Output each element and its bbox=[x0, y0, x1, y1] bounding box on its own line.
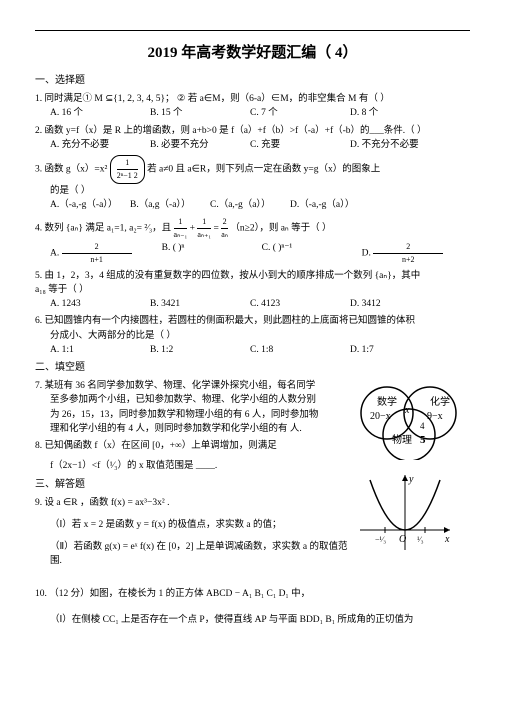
parab-x: x bbox=[444, 534, 450, 545]
q4-a: A. 2n+1 bbox=[50, 241, 132, 266]
venn-chem-v: 9−x bbox=[427, 411, 443, 422]
q6-opts: A. 1:1 B. 1:2 C. 1:8 D. 1:7 bbox=[50, 343, 470, 357]
venn-chem: 化学 bbox=[430, 395, 450, 408]
q3-text3: 的是（ ） bbox=[50, 184, 470, 198]
q1-opts: A. 16 个 B. 15 个 C. 7 个 D. 8 个 bbox=[50, 106, 470, 120]
q4-f3t: 2 bbox=[221, 216, 228, 229]
page-title: 2019 年高考数学好题汇编（ 4） bbox=[35, 41, 470, 65]
q2-c: C. 充要 bbox=[250, 138, 320, 152]
q5-text2: a₁₈ 等于（ ） bbox=[35, 283, 470, 297]
top-rule bbox=[35, 30, 470, 31]
q4-f2t: 1 bbox=[197, 216, 211, 229]
q7-l4: 理和化学小组的有 4 人，则同时参加数学和化学小组的有 人. bbox=[50, 422, 335, 436]
venn-x: x bbox=[404, 405, 410, 416]
q2-text: 2. 函数 y=f（x）是 R 上的增函数，则 a+b>0 是 f（a）+f（b… bbox=[35, 126, 427, 136]
q4-f3b: aₙ bbox=[221, 229, 228, 241]
q4-c: C. ( )ⁿ⁻¹ bbox=[262, 241, 332, 266]
venn-phys-v: 5 bbox=[420, 434, 426, 446]
q6-text: 6. 已知圆锥内有一个内接圆柱，若圆柱的侧面积最大，则此圆柱的上底面将已知圆锥的… bbox=[35, 316, 415, 326]
q4-f2b: aₙ₊₁ bbox=[197, 229, 211, 241]
q6-text2: 分成小、大两部分的比是（ ） bbox=[50, 329, 470, 343]
q5-a: A. 1243 bbox=[50, 297, 120, 311]
q1-b: B. 15 个 bbox=[150, 106, 220, 120]
venn-four: 4 bbox=[420, 421, 425, 431]
q5-b: B. 3421 bbox=[150, 297, 220, 311]
venn-phys: 物理 bbox=[392, 433, 412, 446]
q2-a: A. 充分不必要 bbox=[50, 138, 120, 152]
q8-l2: f（2x−1）<f（¹⁄₃）的 x 取值范围是 ____. bbox=[50, 459, 335, 473]
q1-a: A. 16 个 bbox=[50, 106, 120, 120]
parab-y: y bbox=[408, 474, 414, 485]
q9-l1: 9. 设 a ∈R ，函数 f(x) = ax³−3x² . bbox=[35, 496, 355, 510]
q5: 5. 由 1，2，3，4 组成的没有重复数字的四位数，按从小到大的顺序排成一个数… bbox=[35, 269, 470, 312]
q9: 9. 设 a ∈R ，函数 f(x) = ax³−3x² . （Ⅰ）若 x = … bbox=[35, 496, 355, 569]
q9-l3: （Ⅱ）若函数 g(x) = eˣ f(x) 在 [0，2] 上是单调减函数，求实… bbox=[50, 540, 355, 569]
q5-text: 5. 由 1，2，3，4 组成的没有重复数字的四位数，按从小到大的顺序排成一个数… bbox=[35, 271, 420, 281]
section-2-head: 二、填空题 bbox=[35, 360, 470, 376]
q1: 1. 同时满足① M ⊆{1, 2, 3, 4, 5}； ② 若 a∈M，则（6… bbox=[35, 92, 470, 121]
q2-d: D. 不充分不必要 bbox=[350, 138, 420, 152]
venn-math-v: 20−x bbox=[370, 411, 391, 422]
venn-math: 数学 bbox=[377, 395, 397, 408]
q4-f1b: aₙ₋₁ bbox=[174, 229, 188, 241]
q9-l2: （Ⅰ）若 x = 2 是函数 y = f(x) 的极值点，求实数 a 的值； bbox=[50, 518, 355, 532]
q3-frac-bot: 2ⁿ−1 2 bbox=[117, 170, 138, 182]
q3-a: A.（-a,-g（-a）） bbox=[50, 198, 120, 212]
q4-opts: A. 2n+1 B. ( )ⁿ C. ( )ⁿ⁻¹ D. 2n+2 bbox=[50, 241, 470, 266]
q4-d: D. 2n+2 bbox=[362, 241, 444, 266]
q3-c: C.（a,-g（a）） bbox=[210, 198, 280, 212]
q10-l1: 10. （12 分）如图，在棱长为 1 的正方体 ABCD − A₁ B₁ C₁… bbox=[35, 587, 470, 601]
q6-b: B. 1:2 bbox=[150, 343, 220, 357]
q3: 3. 函数 g（x）=x² 1 2ⁿ−1 2 若 a≠0 且 a∈R，则下列点一… bbox=[35, 155, 470, 213]
q2: 2. 函数 y=f（x）是 R 上的增函数，则 a+b>0 是 f（a）+f（b… bbox=[35, 124, 470, 153]
venn-diagram: 数学 20−x x 化学 9−x 4 物理 5 bbox=[352, 385, 467, 460]
parab-neg: −¹⁄₃ bbox=[375, 535, 386, 544]
parab-zero: O bbox=[399, 534, 406, 545]
q4-b: B. ( )ⁿ bbox=[162, 241, 232, 266]
q5-d: D. 3412 bbox=[350, 297, 420, 311]
q4-text: 4. 数列 {aₙ} 满足 a₁=1, a₂= ²⁄₃，且 bbox=[35, 223, 171, 233]
q5-opts: A. 1243 B. 3421 C. 4123 D. 3412 bbox=[50, 297, 470, 311]
q7-l1: 7. 某班有 36 名同学参加数学、物理、化学课外探究小组，每名同学 bbox=[35, 379, 335, 393]
q6-d: D. 1:7 bbox=[350, 343, 420, 357]
q3-b: B.（a,g（-a）） bbox=[130, 198, 200, 212]
q7: 7. 某班有 36 名同学参加数学、物理、化学课外探究小组，每名同学 至多参加两… bbox=[35, 379, 335, 436]
q3-frac-top: 1 bbox=[117, 157, 138, 170]
q2-b: B. 必要不充分 bbox=[150, 138, 220, 152]
q7-l2: 至多参加两个小组，已知参加数学、物理、化学小组的人数分别 bbox=[50, 393, 335, 407]
section-1-head: 一、选择题 bbox=[35, 73, 470, 89]
q1-text: 1. 同时满足① M ⊆{1, 2, 3, 4, 5}； ② 若 a∈M，则（6… bbox=[35, 94, 390, 104]
parabola-graph: y x −¹⁄₃ O ¹⁄₃ bbox=[355, 470, 455, 555]
q6-c: C. 1:8 bbox=[250, 343, 320, 357]
q3-opts: A.（-a,-g（-a）） B.（a,g（-a）） C.（a,-g（a）） D.… bbox=[50, 198, 470, 212]
q4-tail: （n≥2），则 aₙ 等于（ ） bbox=[230, 223, 331, 233]
q1-d: D. 8 个 bbox=[350, 106, 420, 120]
q7-l3: 为 26，15，13，同时参加数学和物理小组的有 6 人，同时参加物 bbox=[50, 408, 335, 422]
q1-c: C. 7 个 bbox=[250, 106, 320, 120]
q6: 6. 已知圆锥内有一个内接圆柱，若圆柱的侧面积最大，则此圆柱的上底面将已知圆锥的… bbox=[35, 314, 470, 357]
parab-pos: ¹⁄₃ bbox=[417, 535, 424, 544]
q4: 4. 数列 {aₙ} 满足 a₁=1, a₂= ²⁄₃，且 1 aₙ₋₁ + 1… bbox=[35, 216, 470, 266]
q3-text1: 3. 函数 g（x）=x² bbox=[35, 165, 107, 175]
q10-l2: （Ⅰ）在侧棱 CC₁ 上是否存在一个点 P，使得直线 AP 与平面 BDD₁ B… bbox=[50, 613, 470, 627]
q8-l1: 8. 已知偶函数 f（x）在区间 [0，+∞）上单调增加，则满足 bbox=[35, 439, 335, 453]
q4-f1t: 1 bbox=[174, 216, 188, 229]
q10: 10. （12 分）如图，在棱长为 1 的正方体 ABCD − A₁ B₁ C₁… bbox=[35, 587, 470, 628]
q8: 8. 已知偶函数 f（x）在区间 [0，+∞）上单调增加，则满足 f（2x−1）… bbox=[35, 439, 335, 474]
q3-text2: 若 a≠0 且 a∈R，则下列点一定在函数 y=g（x）的图象上 bbox=[147, 165, 380, 175]
q6-a: A. 1:1 bbox=[50, 343, 120, 357]
q4-eq: = bbox=[214, 223, 222, 233]
q3-d: D.（-a,-g（a）） bbox=[290, 198, 360, 212]
q4-plus: + bbox=[190, 223, 198, 233]
q2-opts: A. 充分不必要 B. 必要不充分 C. 充要 D. 不充分不必要 bbox=[50, 138, 470, 152]
q5-c: C. 4123 bbox=[250, 297, 320, 311]
